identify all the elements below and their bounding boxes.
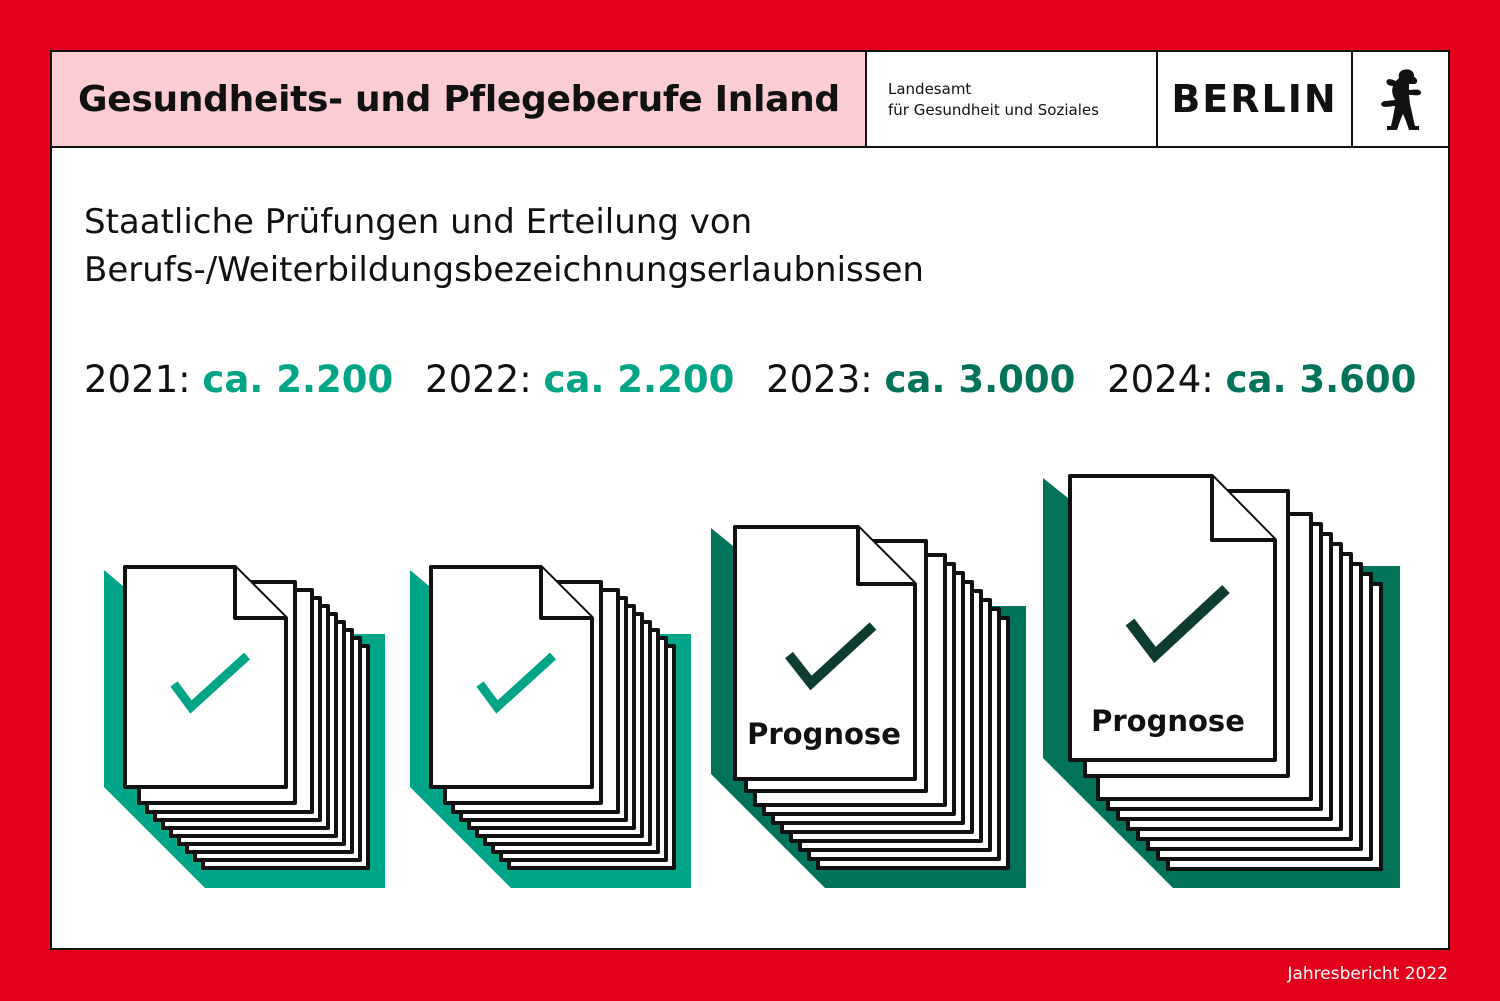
subtitle-line-2: Berufs-/Weiterbildungsbezeichnungserlaub… <box>84 250 924 290</box>
year-2022: 2022: ca. 2.200 <box>425 358 734 401</box>
year-label: 2021: <box>84 358 191 401</box>
year-label: 2023: <box>766 358 873 401</box>
year-value: ca. 3.600 <box>1225 358 1417 401</box>
year-value: ca. 2.200 <box>543 358 735 401</box>
agency-line-1: Landesamt <box>888 80 972 98</box>
year-label: 2022: <box>425 358 532 401</box>
document-stack-2022 <box>410 565 691 888</box>
berlin-wordmark-box: BERLIN <box>1158 52 1353 146</box>
header-title-box: Gesundheits- und Pflegeberufe Inland <box>52 52 867 146</box>
agency-line-2: für Gesundheit und Soziales <box>888 101 1099 119</box>
subtitle-line-1: Staatliche Prüfungen und Erteilung von <box>84 202 753 242</box>
year-label: 2024: <box>1107 358 1214 401</box>
page-title: Gesundheits- und Pflegeberufe Inland <box>78 78 840 120</box>
berlin-wordmark: BERLIN <box>1171 77 1338 121</box>
header: Gesundheits- und Pflegeberufe Inland Lan… <box>52 52 1448 148</box>
document-stack-2024: Prognose <box>1043 474 1400 888</box>
year-2024: 2024: ca. 3.600 <box>1107 358 1416 401</box>
prognose-label-2024: Prognose <box>1091 704 1245 738</box>
year-value: ca. 3.000 <box>884 358 1076 401</box>
logo-box <box>1353 52 1448 146</box>
berlin-bear-icon <box>1380 69 1421 130</box>
agency-name: Landesamt für Gesundheit und Soziales <box>867 52 1158 146</box>
document-stack-2021 <box>104 565 385 888</box>
year-values: 2021: ca. 2.200 2022: ca. 2.200 2023: ca… <box>84 358 1436 401</box>
year-2021: 2021: ca. 2.200 <box>84 358 393 401</box>
subtitle: Staatliche Prüfungen und Erteilung von B… <box>84 198 1084 294</box>
prognose-label-2023: Prognose <box>747 717 901 751</box>
footer-report-label: Jahresbericht 2022 <box>1287 964 1448 984</box>
document-stack-2023: Prognose <box>711 525 1026 888</box>
year-value: ca. 2.200 <box>202 358 394 401</box>
year-2023: 2023: ca. 3.000 <box>766 358 1075 401</box>
